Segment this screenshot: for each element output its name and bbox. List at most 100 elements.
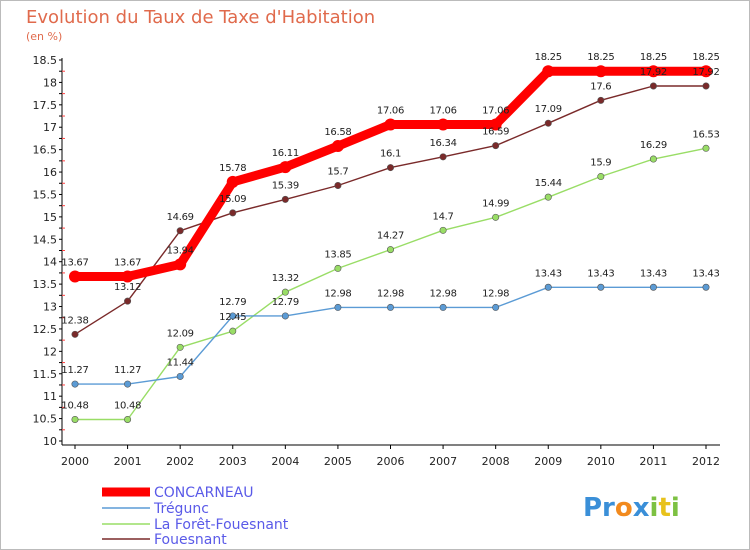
data-label-fouesnant: 15.7 bbox=[327, 167, 348, 178]
data-label-la-foret-fouesnant: 10.48 bbox=[114, 400, 141, 411]
legend-label-tregunc: Trégunc bbox=[153, 501, 209, 517]
point-la-foret-fouesnant bbox=[281, 288, 289, 296]
data-label-tregunc: 12.98 bbox=[482, 288, 509, 299]
data-label-concarneau: 18.25 bbox=[692, 52, 719, 63]
series-concarneau bbox=[69, 65, 712, 283]
y-tick-label: 10 bbox=[43, 435, 57, 448]
series-layer bbox=[69, 65, 712, 423]
point-tregunc bbox=[649, 283, 657, 291]
data-label-la-foret-fouesnant: 14.99 bbox=[482, 198, 509, 209]
x-tick-label: 2010 bbox=[587, 455, 615, 468]
point-concarneau bbox=[647, 65, 660, 78]
point-la-foret-fouesnant bbox=[702, 144, 710, 152]
y-tick-label: 17 bbox=[43, 121, 57, 134]
legend-label-fouesnant: Fouesnant bbox=[154, 532, 227, 548]
data-label-fouesnant: 15.09 bbox=[219, 194, 246, 205]
data-label-concarneau: 18.25 bbox=[587, 52, 614, 63]
data-label-fouesnant: 17.09 bbox=[535, 104, 562, 115]
data-label-concarneau: 13.94 bbox=[167, 245, 194, 256]
x-tick-label: 2006 bbox=[377, 455, 405, 468]
data-label-tregunc: 13.43 bbox=[640, 268, 667, 279]
axes: 10 10.5 11 11.5 12 12.5 13 13.5 14 14.5 15 15.5 16 16… bbox=[33, 54, 720, 468]
y-tick-label: 15.5 bbox=[33, 188, 58, 201]
data-label-fouesnant: 16.34 bbox=[430, 138, 457, 149]
data-label-concarneau: 18.25 bbox=[535, 52, 562, 63]
logo-text: Proxiti bbox=[583, 493, 680, 523]
point-concarneau bbox=[700, 65, 712, 78]
point-tregunc bbox=[386, 303, 394, 311]
point-fouesnant bbox=[71, 330, 79, 338]
data-labels: 13.67 13.67 13.94 15.78 16.11 16.58 17.06 17.06… bbox=[61, 52, 719, 411]
x-tick-label: 2001 bbox=[114, 455, 142, 468]
data-label-tregunc: 11.44 bbox=[167, 357, 194, 368]
data-label-concarneau: 16.11 bbox=[272, 148, 299, 159]
data-label-la-foret-fouesnant: 14.7 bbox=[433, 211, 454, 222]
data-label-concarneau: 13.67 bbox=[61, 257, 88, 268]
point-tregunc bbox=[281, 312, 289, 320]
point-fouesnant bbox=[649, 82, 657, 90]
point-tregunc bbox=[124, 380, 132, 388]
y-tick-label: 16.5 bbox=[33, 144, 58, 157]
point-la-foret-fouesnant bbox=[544, 193, 552, 201]
data-label-concarneau: 17.06 bbox=[430, 106, 457, 117]
y-tick-label: 17.5 bbox=[33, 99, 58, 112]
y-tick-label: 18 bbox=[43, 76, 57, 89]
point-fouesnant bbox=[492, 142, 500, 150]
point-tregunc bbox=[439, 303, 447, 311]
data-label-fouesnant: 14.69 bbox=[167, 212, 194, 223]
legend-item-tregunc: Trégunc bbox=[102, 501, 209, 517]
point-fouesnant bbox=[386, 164, 394, 172]
point-concarneau bbox=[489, 118, 502, 131]
legend-item-la-foret-fouesnant: La Forêt-Fouesnant bbox=[102, 517, 289, 533]
point-la-foret-fouesnant bbox=[334, 264, 342, 272]
x-tick-label: 2007 bbox=[429, 455, 457, 468]
proxiti-logo: Proxiti bbox=[583, 493, 680, 523]
x-tick-label: 2004 bbox=[271, 455, 299, 468]
x-tick-label: 2005 bbox=[324, 455, 352, 468]
point-concarneau bbox=[226, 175, 239, 188]
chart-title: Evolution du Taux de Taxe d'Habitation bbox=[26, 7, 375, 28]
data-label-fouesnant: 12.38 bbox=[61, 315, 88, 326]
point-fouesnant bbox=[334, 182, 342, 190]
data-label-la-foret-fouesnant: 13.85 bbox=[324, 249, 351, 260]
data-label-concarneau: 17.06 bbox=[482, 106, 509, 117]
point-fouesnant bbox=[281, 195, 289, 203]
series-la-foret-fouesnant bbox=[71, 144, 710, 423]
y-tick-label: 11 bbox=[43, 390, 57, 403]
data-label-la-foret-fouesnant: 16.29 bbox=[640, 140, 667, 151]
point-concarneau bbox=[437, 118, 450, 131]
data-label-fouesnant: 16.1 bbox=[380, 149, 401, 160]
y-tick-label: 14 bbox=[43, 256, 57, 269]
point-fouesnant bbox=[176, 227, 184, 235]
y-tick-label: 13 bbox=[43, 301, 57, 314]
x-tick-label: 2009 bbox=[534, 455, 562, 468]
point-la-foret-fouesnant bbox=[597, 173, 605, 181]
data-label-tregunc: 11.27 bbox=[61, 365, 88, 376]
data-label-concarneau: 18.25 bbox=[640, 52, 667, 63]
data-label-concarneau: 15.78 bbox=[219, 163, 246, 174]
point-fouesnant bbox=[544, 119, 552, 127]
data-label-fouesnant: 13.12 bbox=[114, 282, 141, 293]
data-label-la-foret-fouesnant: 15.44 bbox=[535, 178, 562, 189]
series-tregunc bbox=[71, 283, 710, 388]
y-tick-label: 14.5 bbox=[33, 233, 58, 246]
point-la-foret-fouesnant bbox=[124, 415, 132, 423]
data-label-concarneau: 13.67 bbox=[114, 257, 141, 268]
legend-label-la-foret-fouesnant: La Forêt-Fouesnant bbox=[154, 517, 289, 533]
data-label-tregunc: 12.98 bbox=[430, 288, 457, 299]
data-label-la-foret-fouesnant: 12.09 bbox=[167, 328, 194, 339]
data-label-concarneau: 16.58 bbox=[324, 127, 351, 138]
legend-item-fouesnant: Fouesnant bbox=[102, 532, 227, 548]
y-tick-label: 12 bbox=[43, 345, 57, 358]
data-label-tregunc: 12.79 bbox=[219, 297, 246, 308]
point-la-foret-fouesnant bbox=[439, 226, 447, 234]
point-la-foret-fouesnant bbox=[649, 155, 657, 163]
point-fouesnant bbox=[124, 297, 132, 305]
point-tregunc bbox=[71, 380, 79, 388]
point-tregunc bbox=[492, 303, 500, 311]
x-tick-label: 2011 bbox=[639, 455, 667, 468]
point-tregunc bbox=[597, 283, 605, 291]
